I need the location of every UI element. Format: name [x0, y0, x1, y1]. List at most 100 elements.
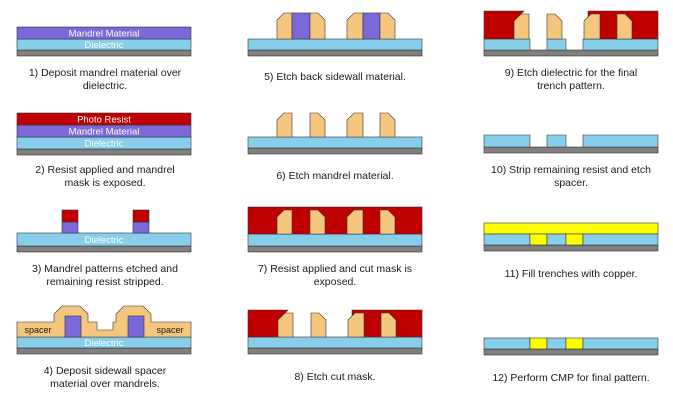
dielectric-label: Dielectric	[84, 338, 123, 349]
dielectric-layer	[247, 336, 423, 349]
step-12-cross-section	[483, 337, 659, 356]
substrate-layer	[247, 347, 423, 355]
step-5-caption: 5) Etch back sidewall material.	[238, 71, 432, 84]
photo-resist-label: Photo Resist	[77, 115, 131, 126]
dielectric-label: Dielectric	[84, 235, 123, 246]
spacer-1	[277, 312, 294, 338]
mandrel-left	[64, 315, 82, 338]
spacer-4	[380, 312, 397, 338]
spacer-3	[583, 13, 601, 40]
caption-line: material over mandrels.	[50, 378, 160, 390]
photo-resist-layer	[16, 112, 192, 126]
caption-line: exposed.	[313, 276, 357, 288]
spacer-4	[379, 112, 396, 138]
step-9-caption: 9) Etch dielectric for the final trench …	[474, 67, 668, 93]
dielectric-seg-3	[582, 337, 659, 350]
spacer-1	[276, 112, 293, 138]
mandrel-block-right	[132, 221, 150, 234]
substrate-layer	[483, 244, 659, 252]
substrate-layer	[483, 146, 659, 154]
step-2-cross-section: Photo Resist Mandrel Material Dielectric	[16, 112, 192, 156]
dielectric-seg-2	[546, 233, 567, 246]
mandrel-left	[291, 12, 311, 40]
step-11-caption: 11) Fill trenches with copper.	[474, 268, 668, 281]
step-3-cross-section: Dielectric	[16, 209, 192, 253]
spacer-2	[309, 112, 326, 138]
copper-overfill	[483, 222, 659, 235]
spacer-1	[276, 209, 293, 235]
step-9-cross-section	[483, 10, 659, 57]
spacer-3	[346, 112, 364, 138]
step-1-caption: 1) Deposit mandrel material over dielect…	[10, 67, 200, 93]
spacer-2	[309, 209, 326, 235]
caption-line: 10) Strip remaining resist and etch	[491, 164, 651, 176]
spacer-4	[616, 13, 633, 40]
dielectric-seg-1	[483, 337, 531, 350]
spacer-4	[379, 209, 396, 235]
mandrel-layer	[16, 26, 192, 40]
caption-line: 1) Deposit mandrel material over	[28, 67, 182, 79]
step-4-caption: 4) Deposit sidewall spacer material over…	[10, 365, 200, 391]
caption-line: 6) Etch mandrel material.	[276, 170, 394, 182]
resist-block-left	[61, 209, 79, 223]
spacer-label-right: spacer	[156, 325, 183, 335]
caption-line: dielectric.	[82, 80, 128, 92]
mandrel-block-left	[61, 221, 79, 234]
dielectric-label: Dielectric	[84, 40, 123, 51]
step-3-caption: 3) Mandrel patterns etched and remaining…	[10, 263, 200, 289]
caption-line: spacer.	[554, 177, 588, 189]
mandrel-right	[362, 12, 381, 40]
substrate-layer	[16, 245, 192, 253]
copper-trench-1	[529, 233, 548, 246]
step-1-cross-section: Mandrel Material Dielectric	[16, 26, 192, 57]
copper-trench-2	[565, 337, 584, 350]
step-6-cross-section	[247, 112, 423, 155]
step-8-caption: 8) Etch cut mask.	[238, 371, 432, 384]
dielectric-seg-3	[582, 233, 659, 246]
substrate-layer	[247, 147, 423, 155]
dielectric-layer	[247, 233, 423, 247]
copper-trench-2	[565, 233, 584, 246]
step-7-caption: 7) Resist applied and cut mask is expose…	[238, 263, 432, 289]
spacer-2	[546, 13, 563, 40]
resist-block-right	[132, 209, 150, 223]
caption-line: 4) Deposit sidewall spacer	[43, 365, 167, 377]
dielectric-seg-2	[546, 337, 567, 350]
step-2-caption: 2) Resist applied and mandrel mask is ex…	[10, 164, 200, 190]
step-7-cross-section	[247, 206, 423, 253]
step-11-cross-section	[483, 222, 659, 252]
step-4-cross-section: spacer spacer Dielectric	[16, 305, 192, 355]
dielectric-layer	[483, 134, 659, 148]
step-6-caption: 6) Etch mandrel material.	[238, 170, 432, 183]
mandrel-label: Mandrel Material	[69, 29, 140, 40]
dielectric-label: Dielectric	[84, 139, 123, 150]
dielectric-layer	[16, 232, 192, 247]
spacer-right-a	[346, 12, 364, 40]
spacer-label-left: spacer	[24, 325, 51, 335]
caption-line: trench pattern.	[537, 80, 605, 92]
caption-line: 12) Perform CMP for final pattern.	[492, 372, 650, 384]
caption-line: 9) Etch dielectric for the final	[504, 67, 638, 79]
caption-line: 7) Resist applied and cut mask is	[257, 263, 413, 275]
dielectric-layer	[247, 136, 423, 149]
spacer-layer	[16, 305, 192, 338]
substrate-layer	[16, 148, 192, 156]
step-12-caption: 12) Perform CMP for final pattern.	[474, 372, 668, 385]
substrate-layer	[247, 245, 423, 253]
dielectric-layer	[247, 38, 423, 51]
step-10-cross-section	[483, 134, 659, 154]
step-5-cross-section	[247, 12, 423, 57]
caption-line: mask is exposed.	[64, 177, 146, 189]
spacer-3	[346, 209, 364, 235]
substrate-layer	[247, 49, 423, 57]
spacer-right-b	[379, 12, 396, 40]
spacer-2	[310, 312, 327, 338]
substrate-layer	[483, 348, 659, 356]
mandrel-right	[127, 315, 145, 338]
spacer-1	[513, 13, 530, 40]
spacer-left-a	[276, 12, 293, 40]
caption-line: remaining resist stripped.	[46, 276, 164, 288]
caption-line: 11) Fill trenches with copper.	[504, 268, 638, 280]
caption-line: 8) Etch cut mask.	[294, 371, 376, 383]
